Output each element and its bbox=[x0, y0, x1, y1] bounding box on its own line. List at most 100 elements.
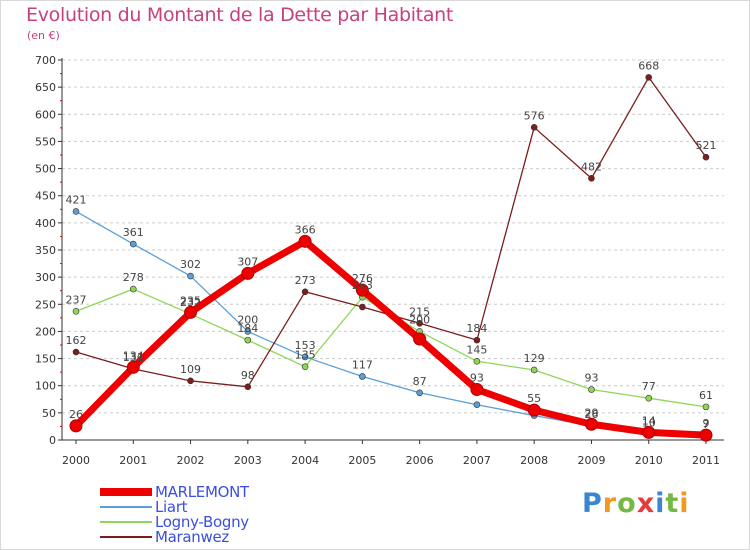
data-label-marlemont-2003: 307 bbox=[237, 255, 258, 268]
x-tick-label-2000: 2000 bbox=[62, 454, 90, 467]
legend-label-marlemont: MARLEMONT bbox=[155, 483, 249, 501]
y-tick-label-600: 600 bbox=[35, 108, 56, 121]
y-tick-label-350: 350 bbox=[35, 244, 56, 257]
point-marlemont-2010 bbox=[642, 425, 656, 439]
data-label-logny-bogny-2011: 61 bbox=[699, 389, 713, 402]
x-tick-label-2003: 2003 bbox=[234, 454, 262, 467]
point-maranwez-2004 bbox=[301, 288, 309, 296]
x-tick-label-2007: 2007 bbox=[463, 454, 491, 467]
point-logny-bogny-2007 bbox=[473, 357, 481, 365]
x-tick-label-2009: 2009 bbox=[577, 454, 605, 467]
y-tick-label-400: 400 bbox=[35, 217, 56, 230]
data-label-logny-bogny-2000: 237 bbox=[66, 293, 87, 306]
series-line-marlemont bbox=[72, 237, 710, 439]
data-label-liart-2010: 10 bbox=[642, 417, 656, 430]
y-tick-label-700: 700 bbox=[35, 54, 56, 67]
data-label-marlemont-2004: 366 bbox=[295, 223, 316, 236]
point-marlemont-2005 bbox=[355, 283, 369, 297]
data-label-liart-2006: 87 bbox=[413, 375, 427, 388]
legend-label-maranwez: Maranwez bbox=[155, 528, 229, 546]
data-label-marlemont-2009: 29 bbox=[584, 406, 598, 419]
x-tick-label-2010: 2010 bbox=[635, 454, 663, 467]
data-label-logny-bogny-2004: 135 bbox=[295, 349, 316, 362]
point-liart-2006 bbox=[416, 389, 423, 397]
x-tick-label-2005: 2005 bbox=[348, 454, 376, 467]
data-label-marlemont-2008: 55 bbox=[527, 392, 541, 405]
data-label-marlemont-2007: 93 bbox=[470, 372, 484, 385]
data-label-liart-2003: 200 bbox=[237, 313, 258, 326]
legend-label-liart: Liart bbox=[155, 498, 188, 516]
point-marlemont-2002 bbox=[184, 305, 198, 319]
point-marlemont-2004 bbox=[298, 234, 312, 248]
logo-letter: t bbox=[665, 488, 680, 519]
point-liart-2000 bbox=[72, 208, 80, 215]
point-logny-bogny-2008 bbox=[530, 366, 538, 374]
data-label-maranwez-2009: 482 bbox=[581, 160, 602, 173]
data-label-maranwez-2010: 668 bbox=[638, 59, 659, 72]
point-maranwez-2005 bbox=[359, 303, 366, 311]
point-logny-bogny-2011 bbox=[702, 403, 710, 411]
x-tick-label-2001: 2001 bbox=[119, 454, 147, 467]
point-marlemont-2003 bbox=[241, 266, 255, 280]
point-maranwez-2009 bbox=[588, 175, 595, 182]
point-logny-bogny-2003 bbox=[244, 336, 252, 344]
x-tick-label-2008: 2008 bbox=[520, 454, 548, 467]
legend-swatch-liart bbox=[100, 506, 152, 508]
x-tick-label-2006: 2006 bbox=[406, 454, 434, 467]
series-line-logny-bogny bbox=[75, 288, 707, 408]
point-liart-2002 bbox=[187, 272, 194, 280]
data-label-logny-bogny-2007: 145 bbox=[466, 343, 487, 356]
proxiti-logo: Proxiti bbox=[582, 488, 690, 519]
data-label-liart-2011: 7 bbox=[703, 418, 710, 431]
data-label-maranwez-2004: 273 bbox=[295, 274, 316, 287]
data-label-logny-bogny-2006: 200 bbox=[409, 313, 430, 326]
x-tick-label-2004: 2004 bbox=[291, 454, 319, 467]
data-label-liart-2009: 26 bbox=[584, 408, 598, 421]
data-label-logny-bogny-2008: 129 bbox=[524, 352, 545, 365]
logo-letter: x bbox=[636, 488, 656, 519]
point-marlemont-2011 bbox=[699, 428, 713, 442]
data-label-logny-bogny-2009: 93 bbox=[584, 372, 598, 385]
data-label-logny-bogny-2002: 232 bbox=[180, 296, 201, 309]
data-label-maranwez-2003: 98 bbox=[241, 369, 255, 382]
x-tick-label-2011: 2011 bbox=[692, 454, 720, 467]
legend-swatch-marlemont bbox=[100, 488, 152, 496]
y-tick-label-100: 100 bbox=[35, 380, 56, 393]
y-tick-label-300: 300 bbox=[35, 271, 56, 284]
y-tick-label-250: 250 bbox=[35, 298, 56, 311]
point-marlemont-2006 bbox=[413, 332, 427, 346]
y-tick-label-550: 550 bbox=[35, 135, 56, 148]
series-line-maranwez bbox=[75, 76, 707, 388]
data-label-marlemont-2002: 235 bbox=[180, 294, 201, 307]
point-logny-bogny-2009 bbox=[588, 386, 595, 393]
legend-swatch-logny-bogny bbox=[100, 521, 152, 523]
point-liart-2001 bbox=[129, 240, 137, 248]
point-maranwez-2006 bbox=[416, 319, 423, 327]
y-tick-label-0: 0 bbox=[49, 434, 56, 447]
point-maranwez-2008 bbox=[530, 124, 538, 131]
logo-letter: r bbox=[602, 488, 618, 519]
data-label-logny-bogny-2003: 184 bbox=[237, 322, 258, 335]
chart-subtitle: (en €) bbox=[27, 29, 60, 42]
point-logny-bogny-2000 bbox=[72, 308, 80, 315]
legend-swatch-maranwez bbox=[100, 536, 152, 538]
data-label-liart-2004: 153 bbox=[295, 339, 316, 352]
point-liart-2005 bbox=[359, 373, 366, 380]
logo-letter: P bbox=[582, 488, 603, 519]
point-logny-bogny-2001 bbox=[129, 285, 137, 293]
grid-lines bbox=[62, 59, 724, 414]
data-label-maranwez-2006: 215 bbox=[409, 305, 430, 318]
series-lines bbox=[69, 74, 713, 442]
data-label-maranwez-2007: 184 bbox=[466, 322, 487, 335]
y-tick-label-200: 200 bbox=[35, 325, 56, 338]
point-logny-bogny-2010 bbox=[645, 394, 653, 402]
data-label-marlemont-2011: 9 bbox=[703, 417, 710, 430]
point-maranwez-2011 bbox=[702, 153, 710, 161]
data-label-maranwez-2008: 576 bbox=[524, 109, 545, 122]
data-label-logny-bogny-2001: 278 bbox=[123, 271, 144, 284]
data-label-marlemont-2001: 134 bbox=[123, 349, 144, 362]
axes: 0 50 100 150 200 250 300 350 400 450 500 550 600 650 7… bbox=[35, 54, 724, 467]
data-label-liart-2002: 302 bbox=[180, 258, 201, 271]
